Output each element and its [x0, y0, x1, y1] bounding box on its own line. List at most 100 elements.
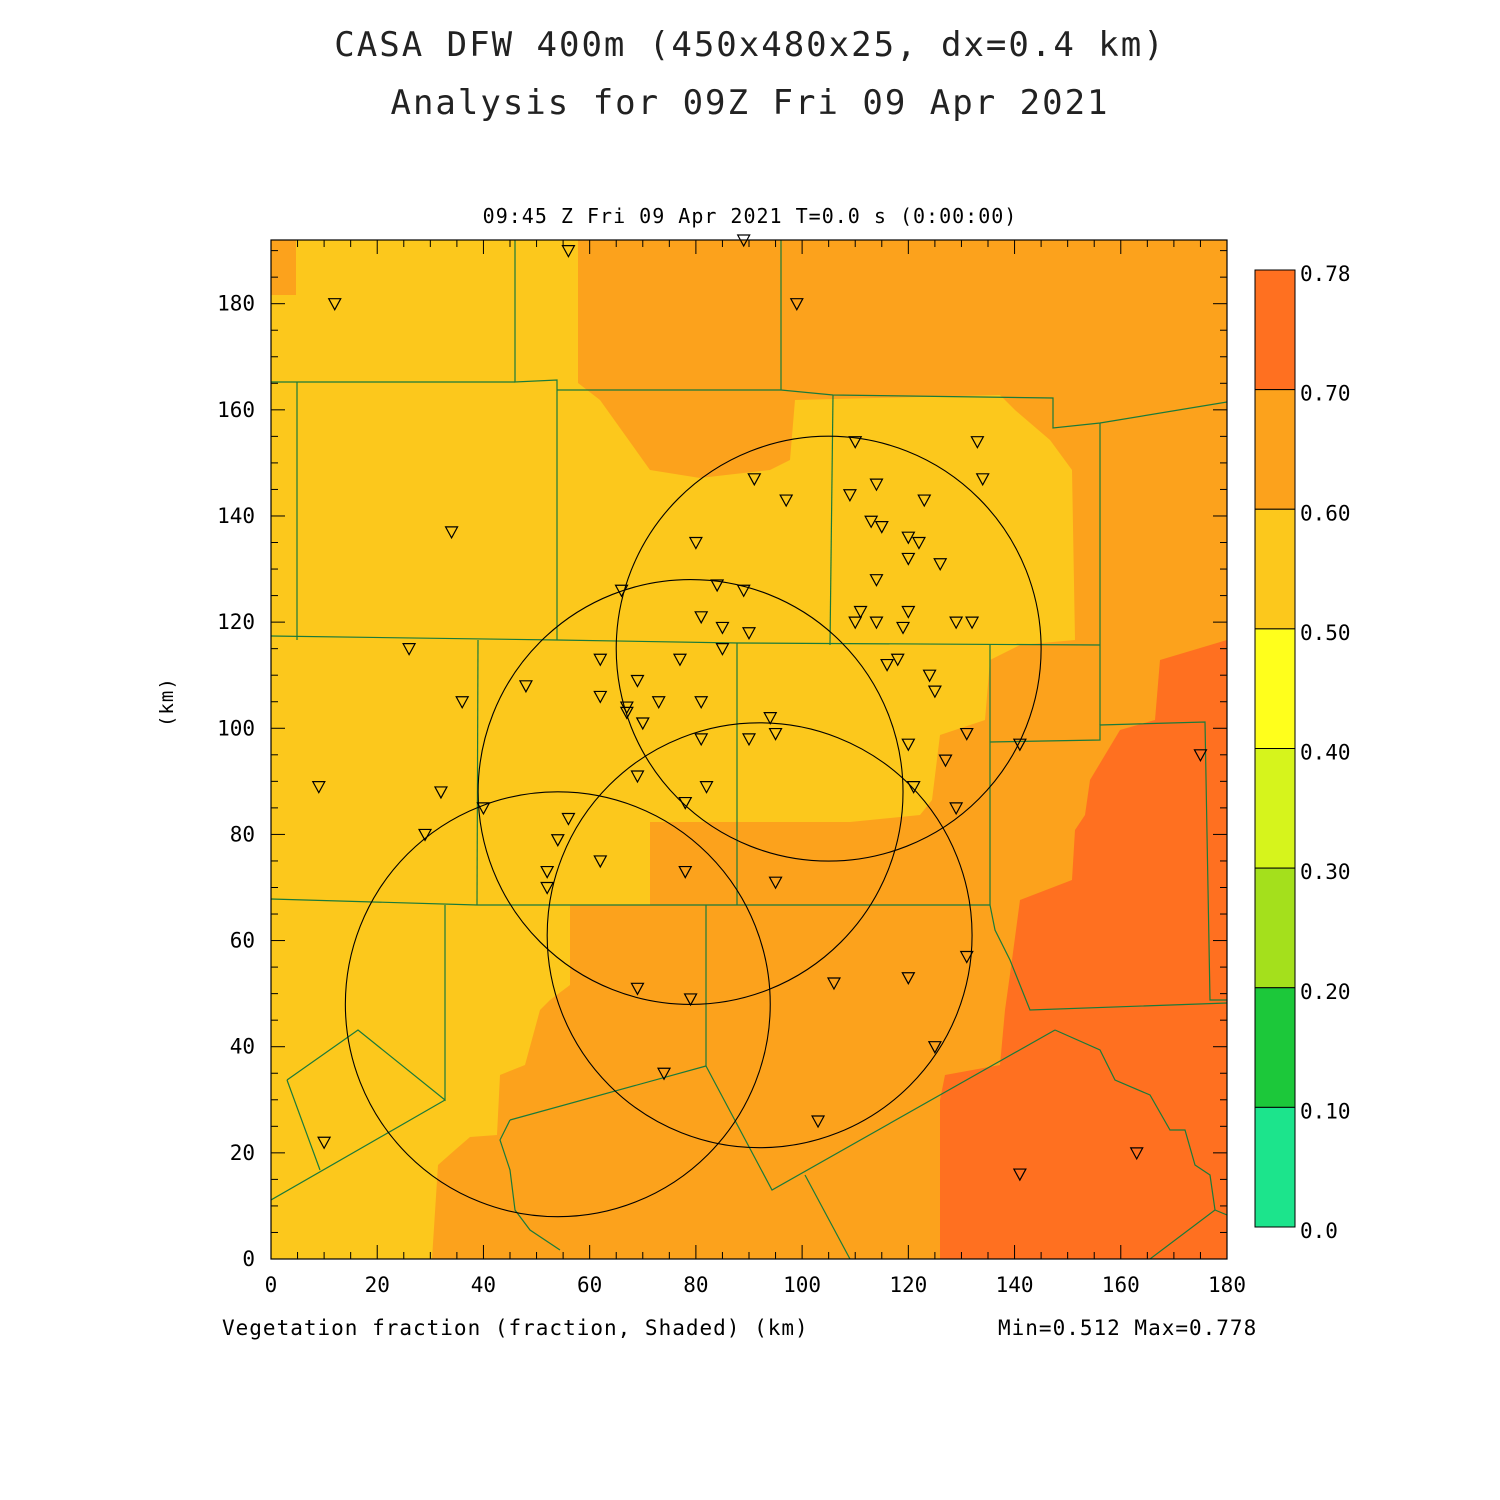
station-marker — [619, 706, 634, 720]
station-marker — [917, 494, 932, 508]
station-marker — [901, 552, 916, 566]
station-marker — [678, 865, 693, 879]
x-tick-label: 100 — [783, 1273, 821, 1297]
y-tick-label: 180 — [217, 292, 255, 316]
station-marker — [672, 653, 687, 667]
station-marker — [853, 605, 868, 619]
colorbar-segment — [1254, 748, 1296, 869]
station-marker — [694, 696, 709, 709]
radar-rings — [344, 435, 1042, 1218]
station-marker — [593, 653, 608, 667]
station-marker — [1193, 749, 1208, 763]
station-marker — [476, 802, 491, 816]
station-marker — [864, 515, 879, 529]
station-marker — [694, 611, 709, 625]
station-marker — [402, 643, 417, 656]
station-marker — [444, 526, 459, 540]
axis-ticks — [270, 240, 1228, 1260]
station-marker — [561, 245, 576, 258]
station-marker — [901, 738, 916, 752]
station-marker — [848, 436, 863, 449]
y-tick-label: 0 — [242, 1247, 255, 1271]
station-marker — [901, 605, 916, 619]
station-marker — [906, 781, 921, 794]
station-marker — [561, 812, 576, 826]
colorbar-segment — [1254, 269, 1296, 391]
station-marker — [911, 536, 926, 550]
colorbar-label: 0.50 — [1300, 621, 1351, 645]
station-marker — [927, 685, 942, 699]
map-subtitle: Analysis for 09Z Fri 09 Apr 2021 — [390, 83, 1110, 123]
y-tick-label: 60 — [230, 929, 255, 953]
station-marker — [933, 558, 948, 571]
station-marker — [433, 786, 448, 800]
y-tick-label: 140 — [217, 504, 255, 528]
colorbar-segment — [1254, 628, 1296, 749]
station-marker — [874, 520, 889, 534]
station-marker — [630, 982, 645, 996]
station-marker — [715, 621, 730, 635]
station-marker — [455, 696, 470, 709]
field-mid-corner — [271, 240, 296, 295]
station-marker — [540, 865, 555, 879]
field-label: Vegetation fraction (fraction, Shaded) (… — [222, 1316, 809, 1340]
station-marker — [938, 754, 953, 768]
x-tick-label: 160 — [1102, 1273, 1140, 1297]
colorbar-segment — [1254, 389, 1296, 510]
station-marker — [747, 473, 762, 487]
colorbar-label: 0.60 — [1300, 501, 1351, 525]
colorbar: 0.78 0.70 0.60 0.50 0.40 0.30 0.20 0.10 0.0 — [1254, 262, 1351, 1243]
colorbar-label: 0.30 — [1300, 860, 1351, 884]
valid-time: 09:45 Z Fri 09 Apr 2021 T=0.0 s (0:00:00… — [482, 204, 1018, 228]
station-marker — [975, 473, 990, 487]
y-tick-label: 40 — [230, 1035, 255, 1059]
station-marker — [715, 643, 730, 656]
station-marker — [826, 977, 841, 991]
station-marker — [1012, 738, 1027, 752]
colorbar-label: 0.10 — [1300, 1099, 1351, 1123]
min-max-label: Min=0.512 Max=0.778 — [998, 1316, 1258, 1340]
station-marker — [683, 993, 698, 1007]
station-marker — [651, 696, 666, 709]
station-marker — [678, 796, 693, 810]
station-marker — [635, 717, 650, 731]
station-marker — [710, 579, 725, 593]
station-marker — [614, 584, 629, 598]
station-marker — [317, 1136, 332, 1150]
station-marker — [789, 298, 804, 311]
station-marker — [927, 1041, 942, 1054]
station-marker — [311, 781, 326, 794]
x-tick-label: 0 — [265, 1273, 278, 1297]
station-marker — [869, 574, 884, 587]
station-marker — [842, 489, 857, 503]
station-marker — [736, 584, 751, 598]
station-marker — [741, 627, 757, 640]
stations — [311, 234, 1208, 1182]
station-marker — [869, 616, 884, 630]
station-marker — [593, 690, 608, 704]
colorbar-segment — [1254, 1106, 1296, 1228]
station-marker — [418, 828, 433, 842]
station-marker — [880, 658, 895, 672]
station-marker — [959, 727, 974, 741]
station-marker — [327, 298, 342, 311]
station-marker — [1012, 1168, 1027, 1182]
x-tick-label: 120 — [889, 1273, 927, 1297]
station-marker — [1129, 1147, 1144, 1161]
station-marker — [779, 494, 794, 508]
station-marker — [763, 712, 778, 725]
station-marker — [901, 972, 916, 985]
x-tick-label: 140 — [996, 1273, 1034, 1297]
colorbar-label: 0.70 — [1300, 382, 1351, 406]
station-marker — [699, 781, 714, 794]
colorbar-label: 0.78 — [1300, 262, 1351, 286]
colorbar-label: 0.0 — [1300, 1219, 1338, 1243]
station-marker — [518, 680, 533, 694]
radar-ring — [615, 435, 1042, 862]
station-marker — [630, 674, 645, 688]
x-tick-label: 180 — [1208, 1273, 1246, 1297]
radar-ring — [344, 791, 771, 1218]
x-tick-label: 40 — [471, 1273, 496, 1297]
station-marker — [949, 616, 964, 630]
x-tick-label: 60 — [577, 1273, 602, 1297]
